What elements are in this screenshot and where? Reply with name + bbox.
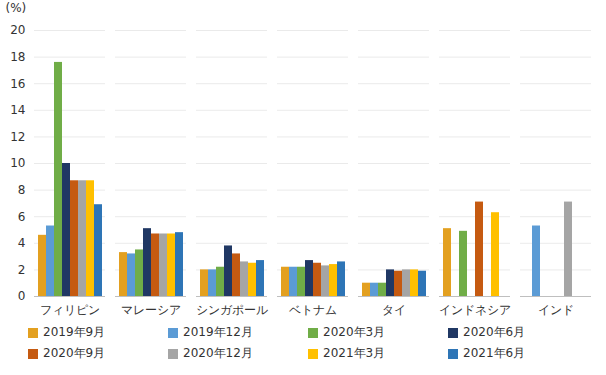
svg-text:12: 12 xyxy=(10,130,25,144)
svg-text:10: 10 xyxy=(10,156,25,170)
svg-text:4: 4 xyxy=(18,236,26,250)
html-text:2019年12月: 2019年12月 xyxy=(183,325,253,339)
svg-text:6: 6 xyxy=(18,210,26,224)
svg-text:インドネシア: インドネシア xyxy=(439,303,511,317)
html-text:2020年3月: 2020年3月 xyxy=(323,325,386,339)
html-text:2020年6月: 2020年6月 xyxy=(463,325,526,339)
html-text:2019年9月: 2019年9月 xyxy=(43,325,106,339)
html-text:2020年9月: 2020年9月 xyxy=(43,346,106,360)
svg-text:ベトナム: ベトナム xyxy=(289,303,337,317)
svg-text:0: 0 xyxy=(18,289,26,303)
svg-text:20: 20 xyxy=(10,23,25,37)
html-text:2020年12月: 2020年12月 xyxy=(183,346,253,360)
svg-text:タイ: タイ xyxy=(382,303,406,317)
html-text:2021年3月: 2021年3月 xyxy=(323,346,386,360)
svg-text:シンガポール: シンガポール xyxy=(196,303,268,317)
svg-text:フィリピン: フィリピン xyxy=(40,303,100,317)
svg-text:8: 8 xyxy=(18,183,26,197)
svg-text:インド: インド xyxy=(538,303,574,317)
svg-text:(%): (%) xyxy=(6,1,27,15)
svg-text:18: 18 xyxy=(10,50,25,64)
svg-text:2: 2 xyxy=(18,263,26,277)
svg-text:16: 16 xyxy=(10,77,25,91)
svg-text:マレーシア: マレーシア xyxy=(121,303,181,317)
html-text:2021年6月: 2021年6月 xyxy=(463,346,526,360)
svg-text:14: 14 xyxy=(10,103,25,117)
